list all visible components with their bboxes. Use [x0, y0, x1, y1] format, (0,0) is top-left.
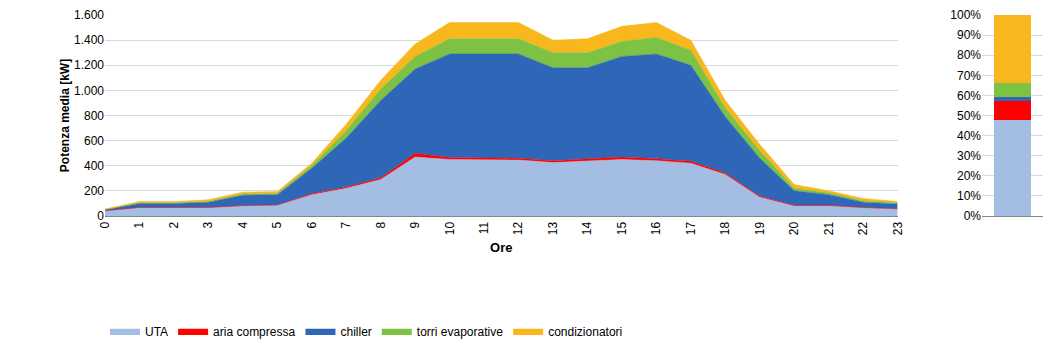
svg-text:40%: 40%	[957, 129, 981, 143]
svg-text:200: 200	[84, 184, 104, 198]
svg-text:1: 1	[132, 221, 146, 228]
svg-text:1.600: 1.600	[74, 8, 104, 22]
svg-text:chiller: chiller	[340, 325, 371, 339]
svg-text:4: 4	[236, 221, 250, 228]
svg-text:9: 9	[408, 221, 422, 228]
svg-text:12: 12	[511, 221, 525, 235]
svg-text:19: 19	[753, 221, 767, 235]
svg-text:7: 7	[339, 221, 353, 228]
svg-text:50%: 50%	[957, 109, 981, 123]
svg-text:60%: 60%	[957, 89, 981, 103]
svg-text:17: 17	[684, 221, 698, 235]
svg-text:5: 5	[270, 221, 284, 228]
svg-text:6: 6	[305, 221, 319, 228]
svg-text:aria compressa: aria compressa	[213, 325, 295, 339]
svg-text:14: 14	[580, 221, 594, 235]
svg-text:11: 11	[477, 221, 491, 234]
svg-text:1.000: 1.000	[74, 84, 104, 98]
svg-text:23: 23	[891, 221, 905, 235]
svg-text:16: 16	[649, 221, 663, 235]
svg-text:20%: 20%	[957, 169, 981, 183]
svg-text:torri evaporative: torri evaporative	[417, 325, 503, 339]
svg-text:30%: 30%	[957, 149, 981, 163]
svg-text:1.200: 1.200	[74, 58, 104, 72]
svg-text:21: 21	[822, 221, 836, 235]
svg-text:8: 8	[374, 221, 388, 228]
svg-text:20: 20	[787, 221, 801, 235]
svg-text:UTA: UTA	[145, 325, 168, 339]
svg-text:22: 22	[856, 221, 870, 235]
svg-text:600: 600	[84, 134, 104, 148]
svg-text:3: 3	[201, 221, 215, 228]
svg-text:0: 0	[97, 209, 104, 223]
svg-text:800: 800	[84, 109, 104, 123]
svg-text:90%: 90%	[957, 28, 981, 42]
svg-text:0: 0	[98, 221, 112, 228]
svg-text:13: 13	[546, 221, 560, 235]
svg-text:1.400: 1.400	[74, 33, 104, 47]
svg-text:10: 10	[443, 221, 457, 235]
svg-text:400: 400	[84, 159, 104, 173]
svg-text:15: 15	[615, 221, 629, 235]
svg-text:100%: 100%	[950, 8, 981, 22]
svg-text:0%: 0%	[964, 209, 982, 223]
svg-text:70%: 70%	[957, 69, 981, 83]
svg-text:10%: 10%	[957, 189, 981, 203]
svg-text:Potenza media [kW]: Potenza media [kW]	[58, 59, 72, 172]
svg-text:2: 2	[167, 221, 181, 228]
svg-text:80%: 80%	[957, 48, 981, 62]
svg-text:18: 18	[718, 221, 732, 235]
svg-text:Ore: Ore	[490, 240, 512, 255]
svg-text:condizionatori: condizionatori	[548, 325, 622, 339]
